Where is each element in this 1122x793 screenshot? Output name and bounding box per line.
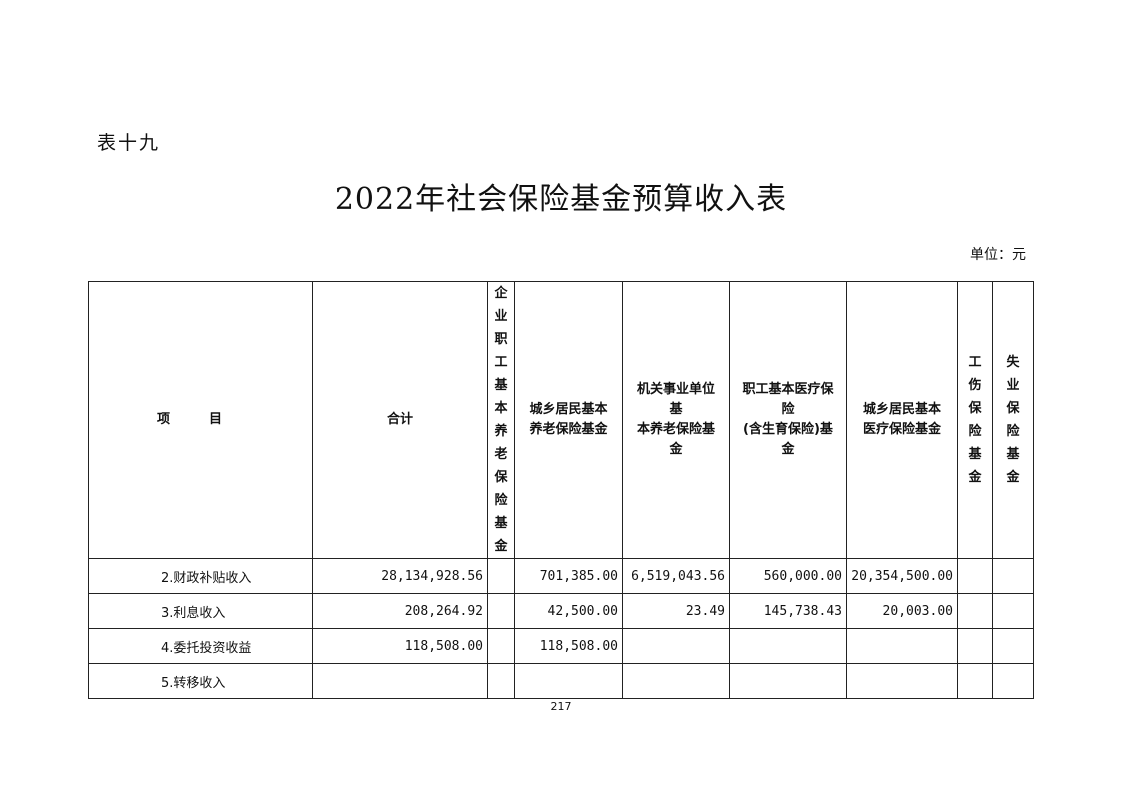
column-header: 职工基本医疗保 险 (含生育保险)基 金 [729, 281, 847, 559]
page-number: 217 [550, 700, 572, 713]
column-header: 工 伤 保 险 基 金 [957, 281, 993, 559]
column-header: 城乡居民基本 养老保险基金 [514, 281, 623, 559]
page-title: 2022年社会保险基金预算收入表 [334, 182, 788, 217]
table-cell [957, 558, 993, 594]
table-cell [312, 663, 488, 699]
table-cell [992, 663, 1034, 699]
table-cell: 145,738.43 [729, 593, 847, 629]
table-cell [957, 593, 993, 629]
table-cell [957, 663, 993, 699]
table-cell: 23.49 [622, 593, 730, 629]
table-cell [846, 628, 958, 664]
table-cell: 701,385.00 [514, 558, 623, 594]
table-cell [487, 628, 515, 664]
table-cell: 20,354,500.00 [846, 558, 958, 594]
row-label: 5.转移收入 [88, 663, 313, 699]
table-row: 5.转移收入 [88, 663, 1034, 699]
table-cell [622, 663, 730, 699]
table-cell [487, 663, 515, 699]
row-label: 4.委托投资收益 [88, 628, 313, 664]
row-label: 3.利息收入 [88, 593, 313, 629]
table-cell: 42,500.00 [514, 593, 623, 629]
budget-table: 项 目合计企 业 职 工 基 本 养 老 保 险 基 金城乡居民基本 养老保险基… [88, 281, 1034, 699]
column-header: 项 目 [88, 281, 313, 559]
column-header: 失 业 保 险 基 金 [992, 281, 1034, 559]
table-cell: 118,508.00 [312, 628, 488, 664]
table-cell [514, 663, 623, 699]
table-body: 2.财政补贴收入 28,134,928.56 701,385.00 6,519,043… [88, 558, 1034, 699]
table-cell: 118,508.00 [514, 628, 623, 664]
table-cell: 20,003.00 [846, 593, 958, 629]
table-row: 4.委托投资收益 118,508.00 118,508.00 [88, 628, 1034, 664]
table-cell [992, 558, 1034, 594]
table-cell [957, 628, 993, 664]
table-cell [992, 593, 1034, 629]
table-row: 3.利息收入 208,264.92 42,500.00 23.49 145,738.43… [88, 593, 1034, 629]
column-header: 机关事业单位 基 本养老保险基 金 [622, 281, 730, 559]
table-cell [729, 663, 847, 699]
table-cell [622, 628, 730, 664]
table-cell [487, 558, 515, 594]
table-row: 2.财政补贴收入 28,134,928.56 701,385.00 6,519,043… [88, 558, 1034, 594]
column-header: 合计 [312, 281, 488, 559]
table-cell [729, 628, 847, 664]
table-cell [992, 628, 1034, 664]
table-cell: 28,134,928.56 [312, 558, 488, 594]
row-label: 2.财政补贴收入 [88, 558, 313, 594]
table-cell: 560,000.00 [729, 558, 847, 594]
column-header: 城乡居民基本 医疗保险基金 [846, 281, 958, 559]
table-cell: 208,264.92 [312, 593, 488, 629]
table-cell [487, 593, 515, 629]
header-row: 项 目合计企 业 职 工 基 本 养 老 保 险 基 金城乡居民基本 养老保险基… [88, 281, 1034, 559]
table-label: 表十九 [97, 132, 161, 154]
column-header: 企 业 职 工 基 本 养 老 保 险 基 金 [487, 281, 515, 559]
table-cell: 6,519,043.56 [622, 558, 730, 594]
unit-label: 单位：元 [970, 247, 1026, 263]
table-cell [846, 663, 958, 699]
